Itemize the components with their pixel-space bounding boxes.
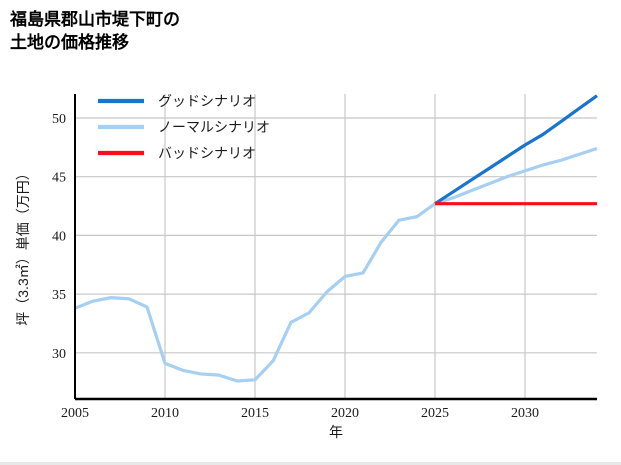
- x-axis-title: 年: [329, 424, 343, 440]
- y-tick-label: 30: [52, 347, 66, 362]
- x-tick-label: 2020: [331, 406, 359, 421]
- axis-lines: [74, 94, 597, 401]
- bottom-divider: [0, 462, 621, 465]
- chart-title: 福島県郡山市堤下町の 土地の価格推移: [10, 10, 180, 53]
- y-tick-label: 50: [52, 112, 66, 127]
- y-axis-title: 坪（3.3㎡）単価（万円）: [15, 166, 31, 325]
- legend-label: ノーマルシナリオ: [158, 121, 270, 136]
- y-tick-label: 35: [52, 288, 66, 303]
- y-tick-label: 40: [52, 229, 66, 244]
- legend-label: グッドシナリオ: [158, 94, 256, 110]
- x-tick-label: 2030: [511, 406, 539, 421]
- y-tick-label: 45: [52, 171, 66, 186]
- data-series-layer: [74, 94, 598, 383]
- x-tick-label: 2005: [61, 406, 89, 421]
- legend-label: バッドシナリオ: [158, 147, 256, 162]
- x-tick-label: 2015: [241, 406, 269, 421]
- x-tick-label: 2010: [151, 406, 179, 421]
- series-line: [434, 94, 598, 206]
- series-line: [74, 146, 598, 383]
- x-tick-label: 2025: [421, 406, 449, 421]
- tick-labels: 30 35 40 45 50 2005 2010 2015 2020 2025 2030: [52, 112, 539, 421]
- gridlines: [74, 94, 597, 399]
